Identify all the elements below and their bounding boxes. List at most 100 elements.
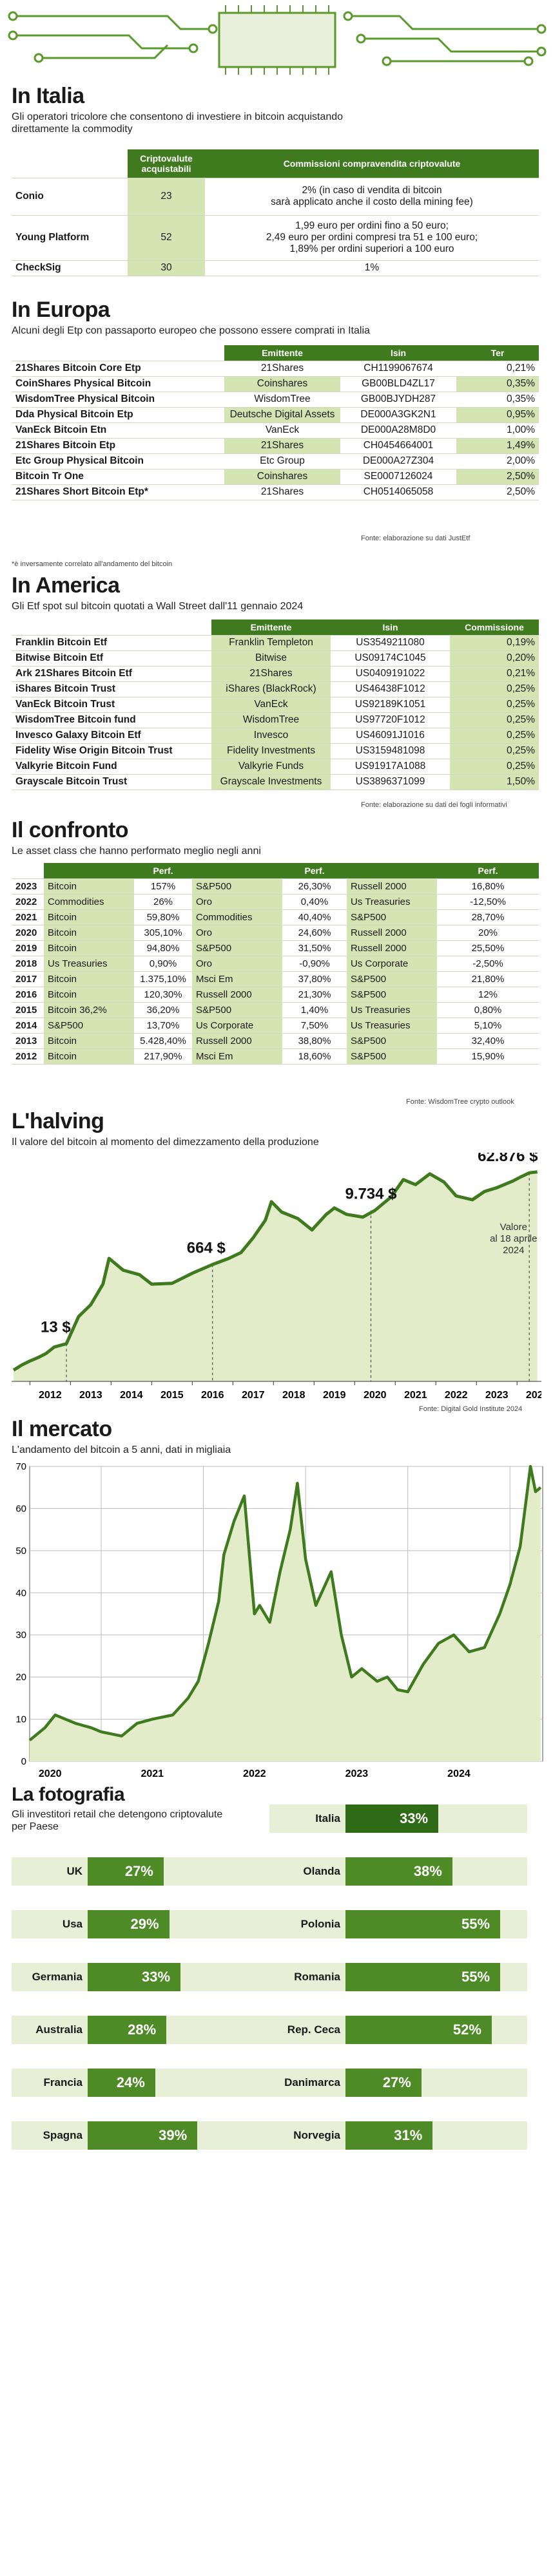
fotografia-bar-value: 29% [130, 1916, 159, 1932]
mercato-subtitle: L'andamento del bitcoin a 5 anni, dati i… [12, 1444, 231, 1455]
america-col-isin: Isin [331, 620, 450, 636]
mercato-ytick-label: 60 [15, 1503, 26, 1514]
italia-table: Criptovalute acquistabili Commissioni co… [12, 149, 539, 276]
fotografia-bar-value: 33% [142, 1969, 171, 1985]
fotografia-bar-value: 52% [452, 2022, 481, 2038]
table-row: Young Platform 52 1,99 euro per ordini f… [12, 215, 539, 261]
fotografia-bar [88, 1910, 170, 1938]
table-row: Conio 23 2% (in caso di vendita di bitco… [12, 178, 539, 216]
mercato-ytick-label: 0 [21, 1756, 26, 1767]
halving-xtick-label: 2012 [39, 1390, 62, 1401]
italia-subtitle: Gli operatori tricolore che consentono d… [12, 111, 344, 135]
halving-annotation-label: 664 $ [187, 1239, 226, 1256]
table-row: 2020 Bitcoin 305,10% Oro 24,60% Russell 2000 2… [12, 925, 539, 941]
halving-xtick-label: 2020 [364, 1390, 387, 1401]
halving-annotation-label: 9.734 $ [345, 1186, 397, 1203]
fotografia-country-label: Danimarca [284, 2076, 340, 2088]
halving-note: Valore al 18 aprile 2024 [490, 1222, 537, 1256]
fotografia-country-label: Australia [35, 2023, 82, 2036]
table-row: CoinShares Physical Bitcoin Coinshares GB0… [12, 376, 539, 392]
table-row: 2012 Bitcoin 217,90% Msci Em 18,60% S&P500 15,… [12, 1048, 539, 1065]
confronto-perf-header-3: Perf. [437, 863, 539, 879]
fotografia-subtitle: Gli investitori retail che detengono cri… [12, 1809, 223, 1832]
table-row: Bitcoin Tr One Coinshares SE0007126024 2,50… [12, 469, 539, 485]
fotografia-bar [345, 1857, 452, 1886]
fotografia-country-label: Germania [32, 1971, 82, 1983]
halving-line [12, 1170, 538, 1372]
halving-xtick-label: 2018 [282, 1390, 306, 1401]
halving-xtick-label: 2014 [120, 1390, 143, 1401]
table-row: 2021 Bitcoin 59,80% Commodities 40,40% S&P500… [12, 909, 539, 925]
table-row: iShares Bitcoin Trust iShares (BlackRock)… [12, 681, 539, 697]
halving-xtick-label: 2016 [201, 1390, 224, 1401]
table-row: 2019 Bitcoin 94,80% S&P500 31,50% Russell 200… [12, 940, 539, 956]
mercato-title: Il mercato [12, 1417, 112, 1441]
table-row: Invesco Galaxy Bitcoin Etf Invesco US46091… [12, 728, 539, 744]
table-row: 2014 S&P500 13,70% Us Corporate 7,50% Us Trea… [12, 1018, 539, 1034]
fotografia-country-label: Italia [315, 1812, 340, 1824]
table-row: 2018 Us Treasuries 0,90% Oro -0,90% Us Corpor… [12, 956, 539, 972]
fotografia-bar-value: 39% [159, 2127, 188, 2143]
halving-subtitle: Il valore del bitcoin al momento del dim… [12, 1137, 319, 1148]
halving-xtick-label: 2024 [526, 1390, 541, 1401]
confronto-subtitle: Le asset class che hanno performato megl… [12, 846, 261, 857]
mercato-chart: 0 10 20 30 40 50 60 70 2020 2021 2022 2023 2024 [15, 1461, 543, 1779]
table-row: 21Shares Bitcoin Etp 21Shares CH0454664001… [12, 438, 539, 454]
confronto-title: Il confronto [12, 818, 128, 842]
table-row: 2016 Bitcoin 120,30% Russell 2000 21,30% S&P5… [12, 987, 539, 1003]
fotografia-bar-value: 55% [461, 1969, 490, 1985]
table-row: 21Shares Bitcoin Core Etp 21Shares CH11990… [12, 361, 539, 377]
table-row: 21Shares Short Bitcoin Etp* 21Shares CH051… [12, 484, 539, 500]
fotografia-bar-value: 27% [382, 2074, 411, 2090]
europa-source: Fonte: elaborazione su dati JustEtf [361, 535, 471, 542]
fotografia-bar [88, 1963, 180, 1991]
table-row: Grayscale Bitcoin Trust Grayscale Investm… [12, 774, 539, 790]
table-row: VanEck Bitcoin Trust VanEck US92189K1051 0,… [12, 697, 539, 713]
halving-xtick-label: 2017 [242, 1390, 265, 1401]
confronto-perf-header-2: Perf. [282, 863, 347, 879]
fotografia-bar-value: 55% [461, 1916, 490, 1932]
table-row: WisdomTree Bitcoin fund WisdomTree US97720… [12, 712, 539, 728]
table-row: Bitwise Bitcoin Etf Bitwise US09174C1045 0,… [12, 650, 539, 667]
mercato-xtick-label: 2023 [345, 1768, 369, 1779]
halving-area [14, 1171, 538, 1381]
fotografia-bar [345, 2016, 492, 2044]
mercato-ytick-label: 50 [15, 1546, 26, 1557]
header-circuit-illustration [8, 5, 547, 75]
europa-subtitle: Alcuni degli Etp con passaporto europeo … [12, 325, 370, 336]
halving-xtick-label: 2022 [445, 1390, 468, 1401]
table-row: Franklin Bitcoin Etf Franklin Templeton US… [12, 635, 539, 651]
mercato-line [28, 1464, 542, 1742]
fotografia-bar-value: 27% [124, 1863, 153, 1879]
table-row: Ark 21Shares Bitcoin Etf 21Shares US040919… [12, 666, 539, 682]
halving-chart: 13 $ 664 $ 9.734 $ 62.876 $ Valore al 18 apri… [12, 1153, 541, 1401]
fotografia-bar [345, 1910, 500, 1938]
fotografia-bar [88, 1857, 164, 1886]
fotografia-bar [345, 2121, 433, 2150]
fotografia-bar [345, 2069, 422, 2097]
fotografia-bar [345, 1804, 438, 1833]
fotografia-country-label: Norvegia [293, 2129, 340, 2141]
mercato-xtick-label: 2022 [243, 1768, 266, 1779]
mercato-area [30, 1466, 541, 1761]
fotografia-title: La fotografia [12, 1784, 125, 1805]
table-row: 2023 Bitcoin 157% S&P500 26,30% Russell 2000 1… [12, 878, 539, 895]
fotografia-country-label: Polonia [300, 1918, 340, 1930]
fotografia-bar [88, 2121, 198, 2150]
halving-xtick-label: 2015 [160, 1390, 184, 1401]
table-row: CheckSig 30 1% [12, 260, 539, 276]
halving-source: Fonte: Digital Gold Institute 2024 [419, 1405, 523, 1413]
america-col-fee: Commissione [450, 620, 539, 636]
europa-col-ter: Ter [456, 345, 539, 361]
mercato-xtick-label: 2020 [39, 1768, 62, 1779]
europa-col-isin: Isin [340, 345, 456, 361]
mercato-ytick-label: 20 [15, 1672, 26, 1683]
europa-table: Emittente Isin Ter 21Shares Bitcoin Core… [12, 345, 539, 500]
confronto-table: Perf. Perf. Perf. 2023 Bitcoin 157% S&P500 2… [12, 863, 539, 1065]
america-source: Fonte: elaborazione su dati dei fogli in… [361, 801, 507, 809]
italia-col-crypto: Criptovalute acquistabili [128, 149, 205, 178]
fotografia-country-label: Rep. Ceca [287, 2023, 340, 2036]
table-row: Dda Physical Bitcoin Etp Deutsche Digital… [12, 407, 539, 423]
confronto-source: Fonte: WisdomTree crypto outlook [406, 1098, 514, 1106]
table-row: 2017 Bitcoin 1.375,10% Msci Em 37,80% S&P500 2… [12, 971, 539, 987]
